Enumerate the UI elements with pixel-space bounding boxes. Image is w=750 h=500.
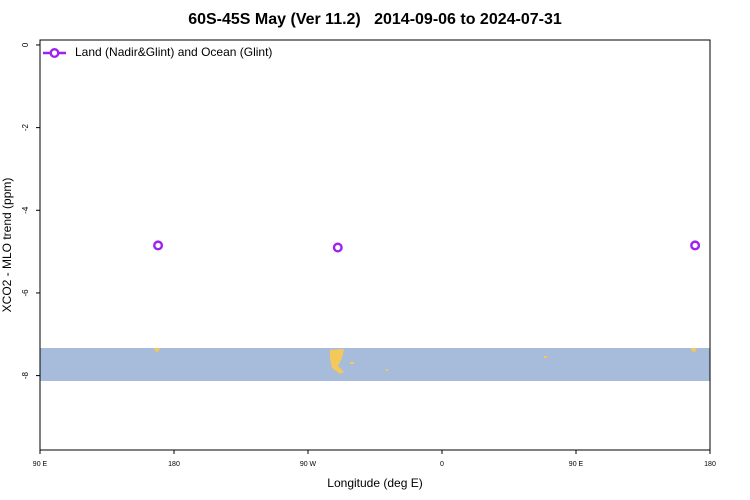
legend-marker [49, 48, 60, 59]
x-tick-label: 180 [704, 461, 716, 468]
legend-label: Land (Nadir&Glint) and Ocean (Glint) [75, 45, 272, 59]
y-tick-label: -2 [21, 124, 30, 132]
y-tick-label: -4 [21, 206, 30, 214]
data-point [332, 242, 343, 253]
land-new-zealand [154, 348, 160, 352]
x-tick-label: 0 [440, 461, 444, 468]
y-axis-label: XCO2 - MLO trend (ppm) [0, 178, 14, 313]
chart-title: 60S-45S May (Ver 11.2) 2014-09-06 to 202… [188, 11, 562, 28]
land-new-zealand [690, 348, 697, 352]
y-tick-label: -8 [21, 372, 30, 380]
x-axis-label: Longitude (deg E) [327, 476, 422, 490]
ocean-band [40, 348, 710, 381]
y-tick-label: 0 [21, 42, 30, 47]
x-tick-label: 180 [168, 461, 180, 468]
plot-frame [39, 39, 711, 451]
data-point [153, 240, 164, 251]
land-south-america [330, 349, 344, 374]
land-island [544, 356, 547, 358]
map-inset [40, 348, 710, 381]
land-falklands [350, 362, 354, 364]
x-tick-label: 90 E [569, 461, 584, 468]
land-island [386, 369, 388, 371]
data-point [690, 240, 701, 251]
x-tick-label: 90 W [300, 461, 317, 468]
x-tick-label: 90 E [33, 461, 48, 468]
y-tick-label: -6 [21, 289, 30, 297]
